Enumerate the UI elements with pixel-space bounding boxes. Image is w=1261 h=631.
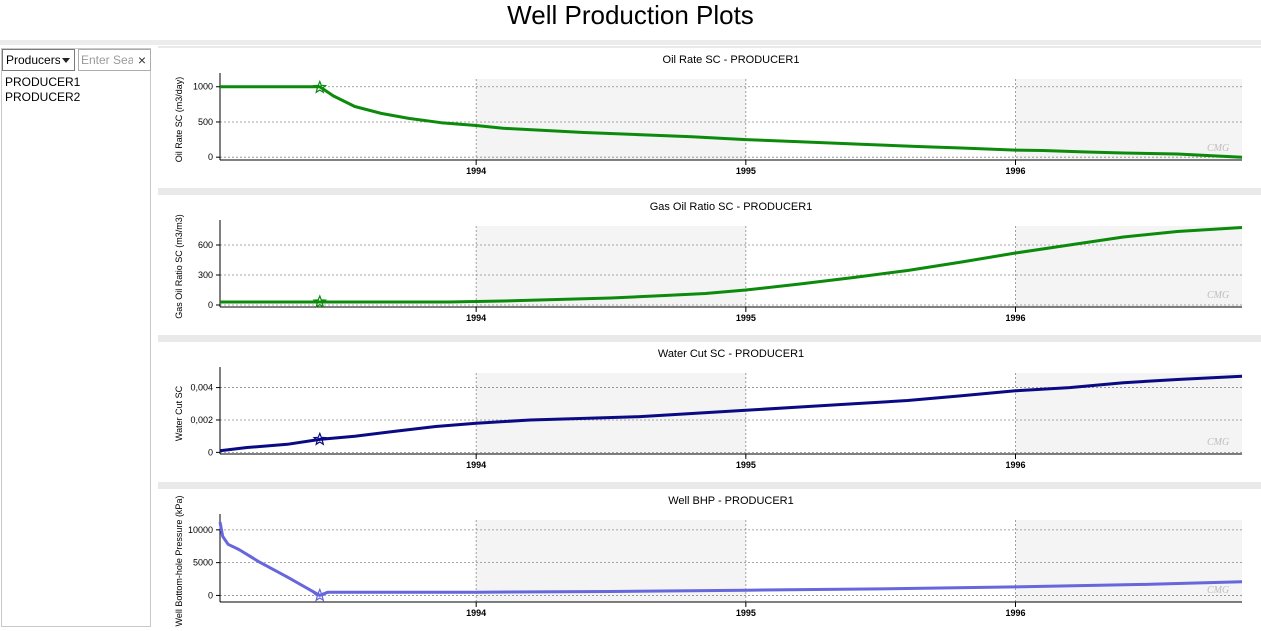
y-axis-label: Oil Rate SC (m3/day) — [174, 77, 184, 163]
plots-area: Oil Rate SC - PRODUCER1 0 500 1000 1994 1995 1… — [158, 46, 1261, 631]
y-tick-label: 0 — [208, 447, 213, 457]
series-line — [218, 521, 1243, 597]
chart-title: Oil Rate SC - PRODUCER1 — [663, 54, 800, 66]
x-tick-label: 1995 — [736, 313, 756, 323]
cmg-watermark: CMG — [1207, 437, 1229, 448]
star-marker — [312, 587, 328, 602]
well-group-value: Producers — [6, 53, 60, 67]
shaded-band — [476, 79, 746, 160]
x-tick-label: 1996 — [1005, 313, 1025, 323]
shaded-band — [1015, 520, 1242, 602]
chart-title: Well BHP - PRODUCER1 — [668, 495, 794, 507]
gas-oil-ratio-chart: Gas Oil Ratio SC - PRODUCER1 0 300 600 1994 1… — [174, 201, 1243, 323]
y-tick-label: 0 — [208, 152, 213, 162]
search-input[interactable] — [81, 52, 133, 68]
plot-water-cut: Water Cut SC - PRODUCER1 0 0,002 0,004 1994 1… — [158, 342, 1261, 482]
chevron-down-icon — [62, 58, 70, 63]
well-bhp-chart: Well BHP - PRODUCER1 0 5000 10000 1994 1995 19… — [174, 495, 1243, 627]
x-tick-label: 1995 — [736, 608, 756, 618]
well-sidebar: Producers × PRODUCER1 PRODUCER2 — [1, 48, 151, 627]
y-tick-label: 0 — [208, 300, 213, 310]
x-tick-label: 1995 — [736, 460, 756, 470]
cmg-watermark: CMG — [1207, 143, 1229, 154]
well-group-dropdown[interactable]: Producers — [2, 49, 75, 71]
x-tick-label: 1994 — [466, 313, 486, 323]
series-line — [220, 226, 1243, 304]
x-tick-label: 1996 — [1005, 166, 1025, 176]
x-tick-label: 1995 — [736, 166, 756, 176]
y-tick-label: 0,004 — [190, 383, 213, 393]
chart-title: Gas Oil Ratio SC - PRODUCER1 — [650, 201, 813, 213]
y-tick-label: 300 — [198, 270, 213, 280]
x-tick-label: 1996 — [1005, 460, 1025, 470]
water-cut-chart: Water Cut SC - PRODUCER1 0 0,002 0,004 1994 1… — [174, 348, 1243, 470]
well-item-producer2[interactable]: PRODUCER2 — [5, 90, 81, 104]
x-tick-label: 1994 — [466, 460, 486, 470]
close-icon[interactable]: × — [137, 52, 146, 68]
star-marker — [312, 79, 328, 94]
x-tick-label: 1996 — [1005, 608, 1025, 618]
shaded-band — [1015, 79, 1242, 160]
y-axis-label: Water Cut SC — [174, 385, 184, 441]
y-tick-label: 500 — [198, 117, 213, 127]
chart-title: Water Cut SC - PRODUCER1 — [658, 348, 804, 360]
y-tick-label: 10000 — [188, 525, 213, 535]
x-tick-label: 1994 — [466, 608, 486, 618]
y-axis-label: Well Bottom-hole Pressure (kPa) — [174, 496, 184, 627]
oil-rate-chart: Oil Rate SC - PRODUCER1 0 500 1000 1994 1995 1… — [174, 54, 1243, 176]
plot-well-bhp: Well BHP - PRODUCER1 0 5000 10000 1994 1995 19… — [158, 489, 1261, 631]
shaded-band — [1015, 226, 1242, 307]
title-divider — [0, 40, 1261, 45]
page-title: Well Production Plots — [507, 0, 754, 30]
star-marker — [312, 294, 328, 309]
y-tick-label: 600 — [198, 240, 213, 250]
cmg-watermark: CMG — [1207, 585, 1229, 596]
y-tick-label: 5000 — [193, 558, 213, 568]
star-marker — [312, 431, 328, 446]
x-tick-label: 1994 — [466, 166, 486, 176]
shaded-band — [476, 520, 746, 602]
well-list: PRODUCER1 PRODUCER2 — [5, 75, 80, 105]
search-field: × — [78, 49, 151, 71]
shaded-band — [1015, 373, 1242, 454]
y-tick-label: 0 — [208, 590, 213, 600]
well-item-producer1[interactable]: PRODUCER1 — [5, 75, 81, 89]
cmg-watermark: CMG — [1207, 290, 1229, 301]
series-line — [220, 85, 1243, 159]
series-line — [219, 374, 1243, 453]
plot-oil-rate: Oil Rate SC - PRODUCER1 0 500 1000 1994 1995 1… — [158, 48, 1261, 188]
plot-gas-oil-ratio: Gas Oil Ratio SC - PRODUCER1 0 300 600 1994 1… — [158, 195, 1261, 335]
y-tick-label: 0,002 — [190, 415, 213, 425]
y-tick-label: 1000 — [193, 82, 213, 92]
y-axis-label: Gas Oil Ratio SC (m3/m3) — [174, 214, 184, 319]
